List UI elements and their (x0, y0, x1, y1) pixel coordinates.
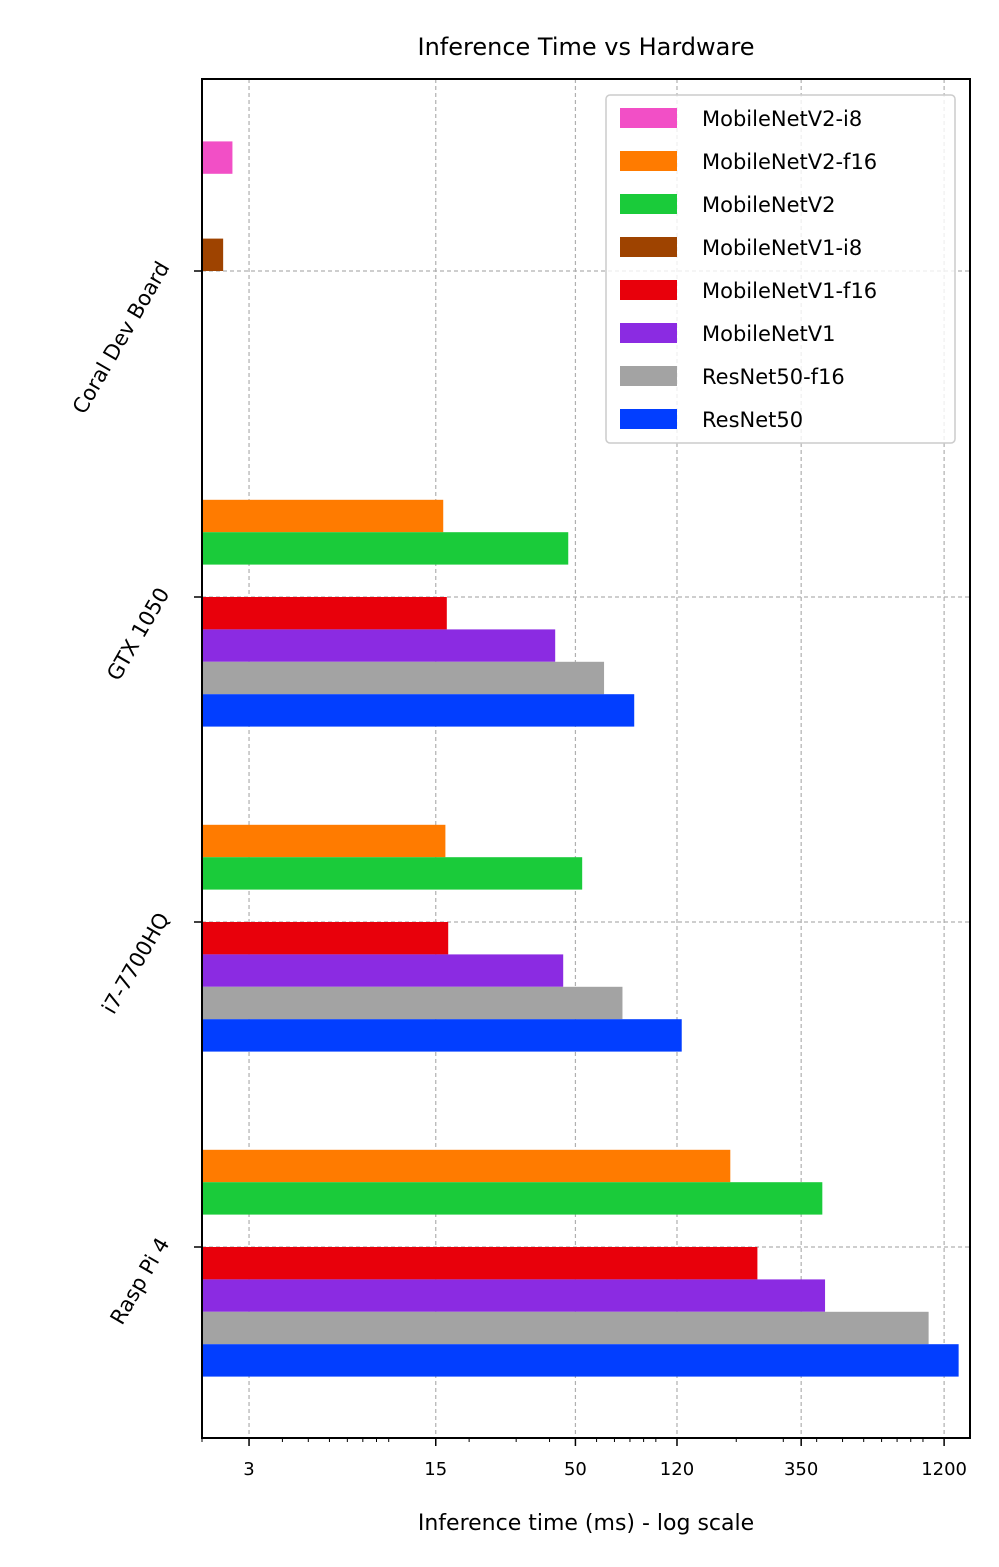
legend-label: MobileNetV1 (702, 322, 835, 346)
bar (202, 597, 447, 630)
bars (202, 141, 959, 1377)
bar (202, 1279, 826, 1312)
legend-swatch (620, 151, 677, 171)
x-axis-label: Inference time (ms) - log scale (418, 1511, 754, 1536)
bar (202, 694, 635, 727)
bar (202, 629, 556, 662)
y-tick-label: Coral Dev Board (68, 258, 175, 418)
bar (202, 1182, 823, 1215)
legend-label: MobileNetV2-i8 (702, 107, 862, 131)
legend: MobileNetV2-i8 MobileNetV2-f16 MobileNetV2… (605, 94, 956, 444)
x-tick-label: 350 (784, 1459, 818, 1480)
legend-label: MobileNetV1-f16 (702, 279, 877, 303)
legend-swatch (620, 194, 677, 214)
bar (202, 857, 583, 890)
bar (202, 954, 564, 987)
legend-label: ResNet50-f16 (702, 365, 845, 389)
y-tick-label: GTX 1050 (102, 584, 174, 685)
legend-swatch (620, 280, 677, 300)
bar (202, 532, 569, 565)
bar (202, 1311, 929, 1345)
legend-label: ResNet50 (702, 408, 803, 432)
legend-swatch (620, 108, 677, 128)
x-tick-label: 15 (424, 1459, 447, 1480)
legend-swatch (620, 237, 677, 257)
plot-frame (201, 78, 971, 1439)
x-tick-label: 120 (660, 1459, 694, 1480)
x-tick-label: 1200 (921, 1459, 967, 1480)
legend-label: MobileNetV2-f16 (702, 150, 877, 174)
legend-label: MobileNetV2 (702, 193, 835, 217)
legend-box (605, 94, 956, 444)
y-tick-label: Rasp Pi 4 (106, 1234, 175, 1329)
legend-label: MobileNetV1-i8 (702, 236, 862, 260)
y-tick-label: i7-7700HQ (97, 909, 174, 1018)
bar (202, 499, 444, 533)
bar (202, 1344, 959, 1377)
bar (202, 141, 233, 174)
bar (202, 824, 446, 858)
legend-swatch (620, 409, 677, 429)
bar (202, 1247, 758, 1280)
x-tick-label: 3 (243, 1459, 254, 1480)
bar (202, 1149, 731, 1183)
chart-title: Inference Time vs Hardware (418, 33, 755, 61)
bar (202, 986, 623, 1020)
bar (202, 661, 605, 695)
x-tick-label: 50 (564, 1459, 587, 1480)
bar (202, 1019, 682, 1052)
bar (202, 922, 449, 955)
legend-swatch (620, 323, 677, 343)
bar (202, 238, 224, 271)
legend-swatch (620, 366, 677, 386)
